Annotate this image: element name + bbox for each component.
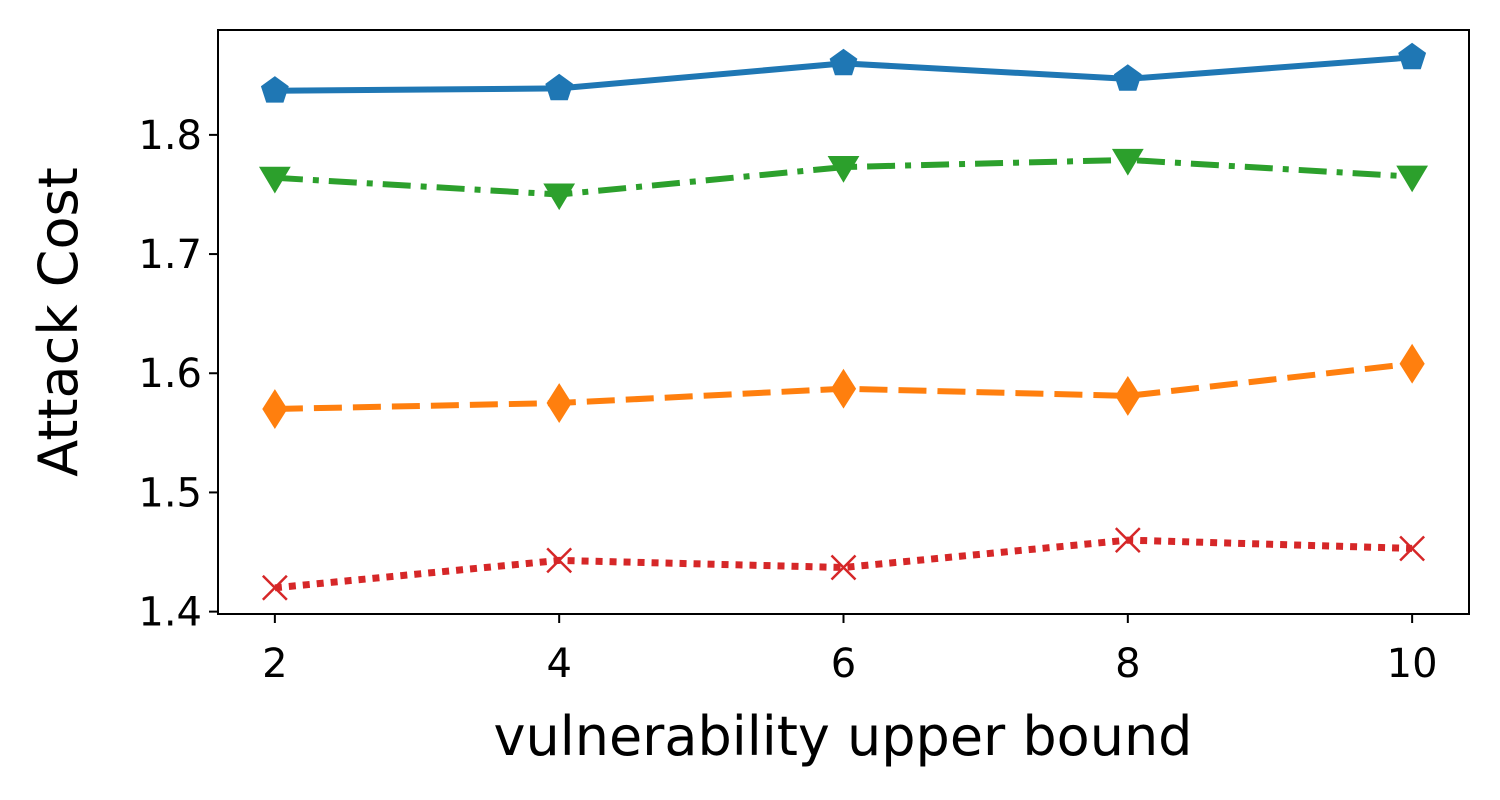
data-point: [1113, 64, 1142, 91]
y-tick-label: 1.7: [138, 232, 202, 278]
data-point: [261, 574, 288, 601]
y-tick-label: 1.6: [138, 351, 202, 397]
data-point: [830, 368, 857, 409]
data-point: [1114, 527, 1141, 553]
x-tick-label: 6: [831, 641, 856, 687]
data-point: [546, 547, 573, 574]
data-point: [1396, 165, 1429, 193]
data-point: [546, 383, 572, 423]
x-tick-label: 4: [546, 641, 571, 687]
y-axis-label: Attack Cost: [27, 167, 90, 477]
axis-layer: 2 4 6 8 10 1.4 1.5 1.6 1.7 1.8: [138, 113, 1437, 687]
series-3: [261, 527, 1426, 601]
data-point: [1399, 535, 1426, 562]
data-point: [262, 389, 288, 429]
data-point: [260, 76, 289, 103]
data-point: [827, 156, 860, 183]
data-point: [1115, 375, 1141, 416]
series-line: [274, 156, 1413, 198]
data-point: [829, 48, 858, 76]
y-tick-label: 1.8: [138, 113, 202, 159]
y-tick-label: 1.4: [138, 590, 202, 636]
series-1: [258, 148, 1429, 211]
data-point: [1111, 148, 1144, 176]
x-tick-label: 10: [1387, 641, 1438, 687]
series-layer: [258, 42, 1429, 601]
data-point: [830, 554, 857, 581]
data-point: [258, 166, 291, 194]
x-tick-label: 2: [262, 641, 287, 687]
data-point: [543, 183, 576, 211]
x-tick-label: 8: [1115, 641, 1140, 687]
series-2: [262, 343, 1425, 429]
y-tick-label: 1.5: [138, 470, 202, 516]
series-0: [260, 42, 1427, 103]
data-point: [1399, 343, 1425, 384]
data-point: [1398, 42, 1427, 70]
x-axis-label: vulnerability upper bound: [494, 705, 1193, 768]
data-point: [545, 73, 574, 101]
